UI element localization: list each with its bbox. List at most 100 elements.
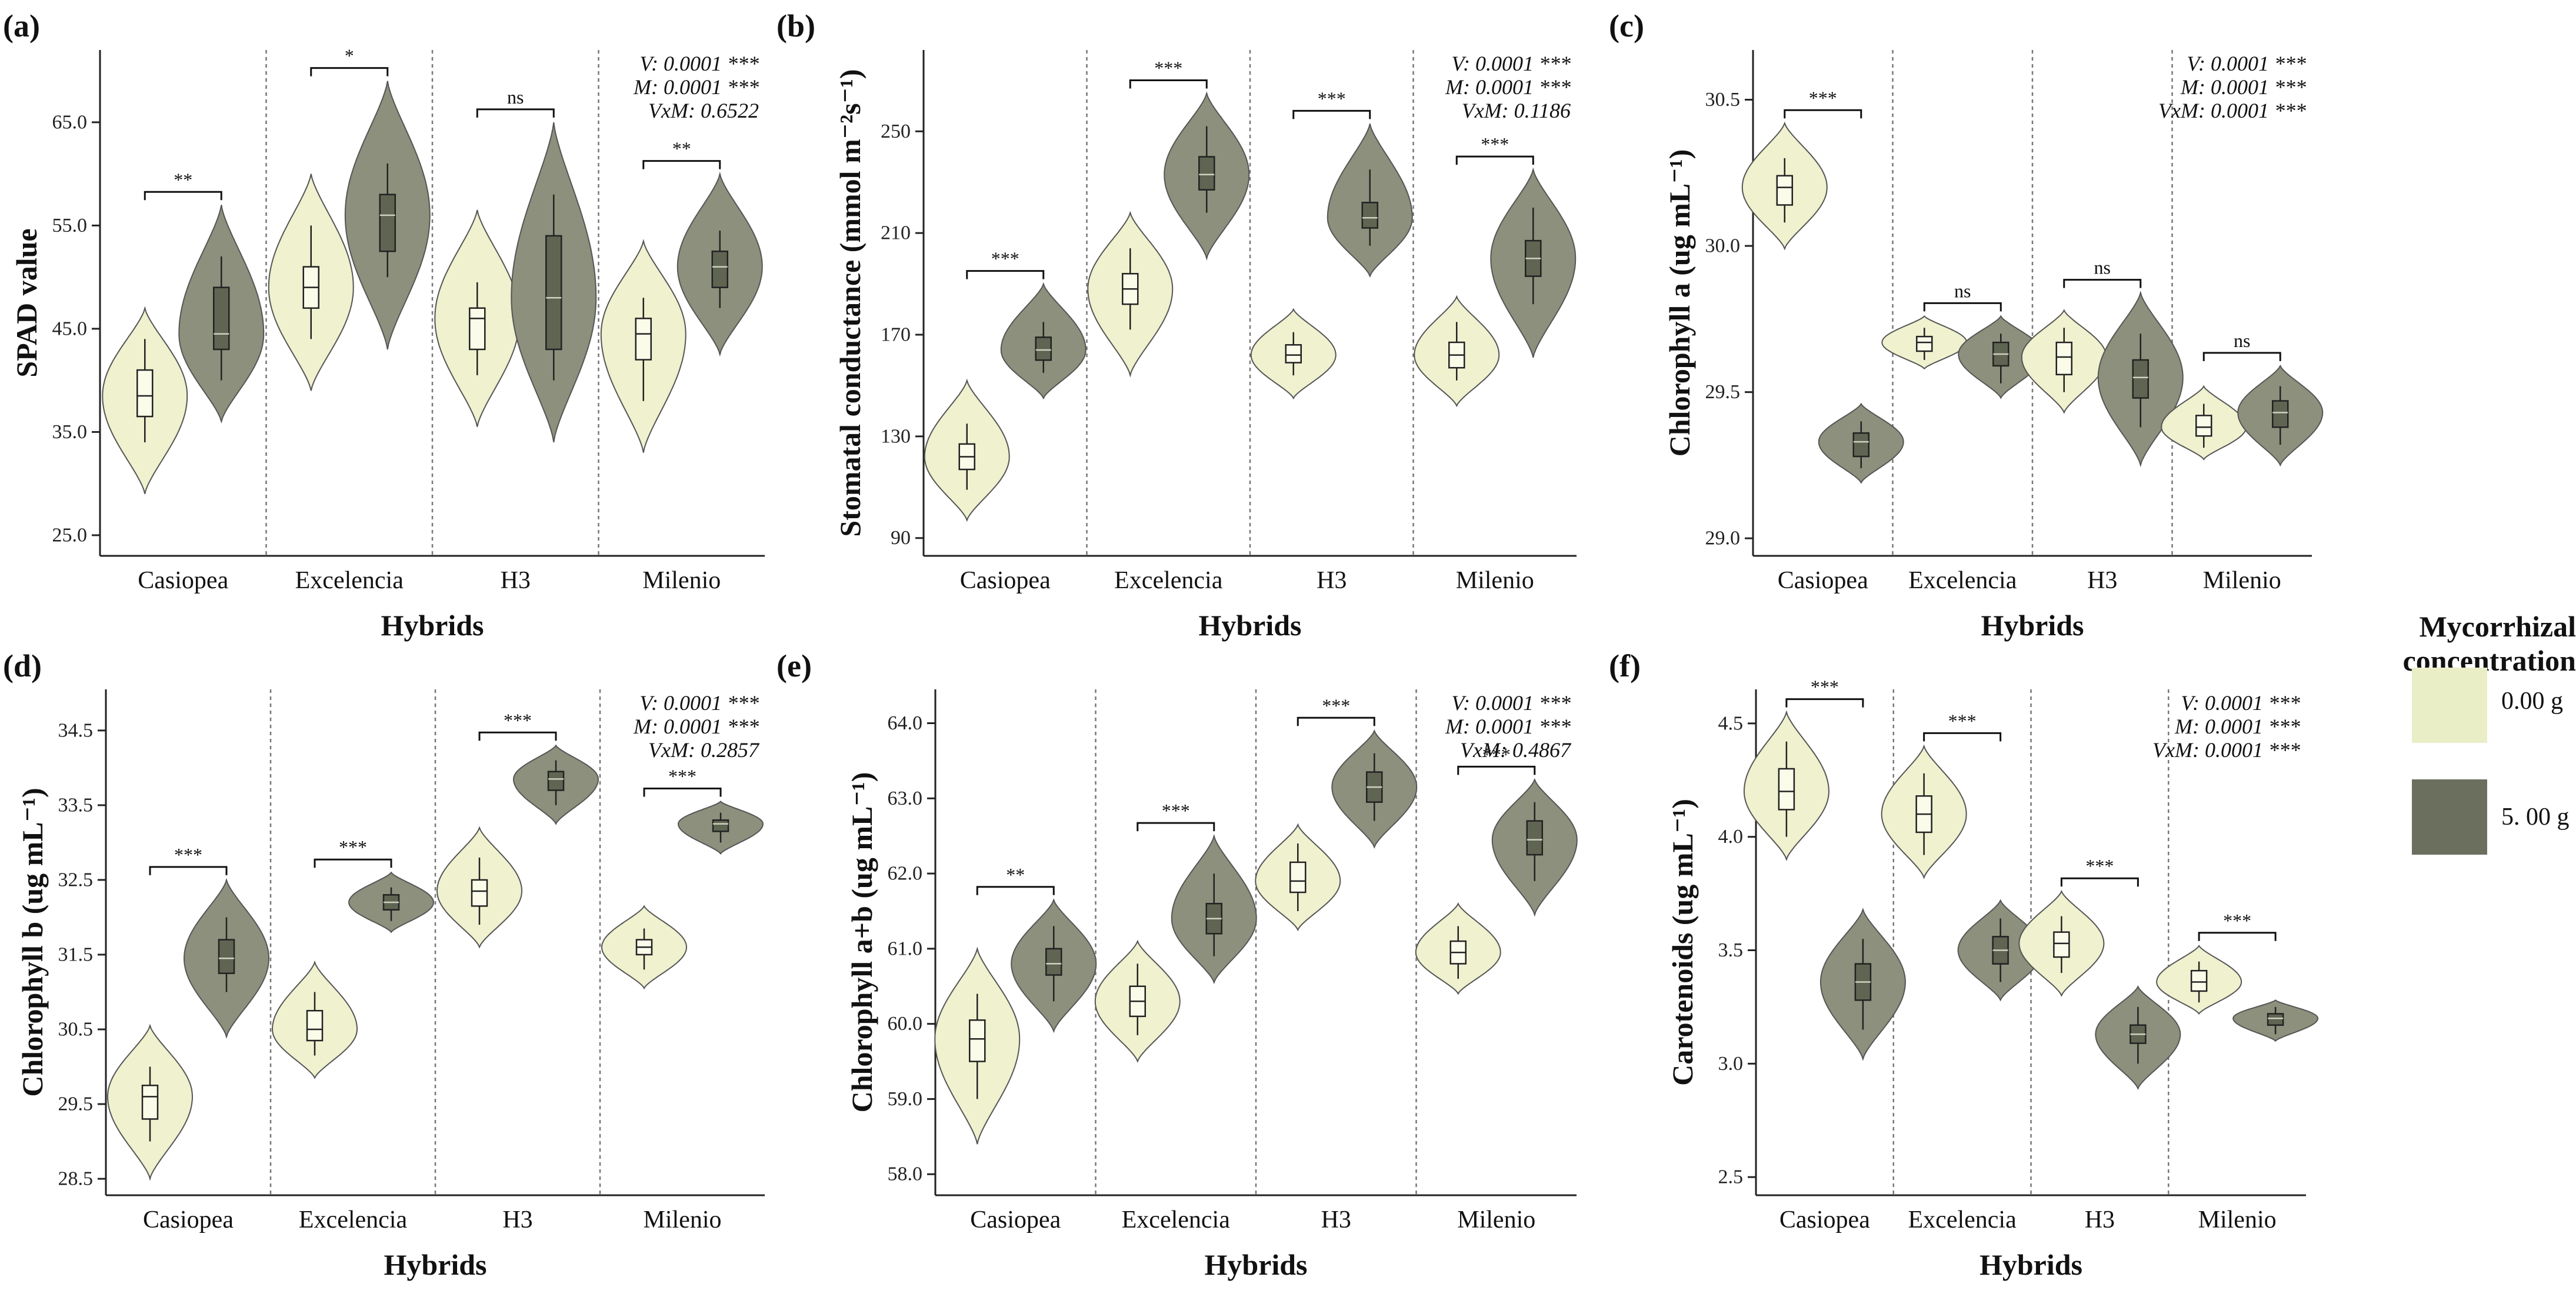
stat-line: V: 0.0001 *** — [1451, 52, 1571, 75]
y-tick-label: 90 — [891, 527, 911, 549]
box-control — [635, 318, 652, 361]
significance-label: *** — [504, 709, 532, 731]
significance-bracket — [1137, 822, 1215, 832]
box-treatment — [547, 771, 565, 791]
x-tick-label: Excelencia — [1908, 567, 2017, 594]
group-excelencia: Excelencia *** — [271, 836, 435, 1233]
y-tick-label: 29.5 — [58, 1093, 94, 1115]
y-tick-label: 62.0 — [888, 863, 923, 885]
box-control — [141, 1085, 159, 1120]
y-tick-label: 32.5 — [58, 869, 94, 891]
x-tick-label: H3 — [1317, 567, 1347, 594]
stat-line: VxM: 0.1186 — [1462, 99, 1571, 122]
group-milenio: Milenio *** — [1415, 743, 1578, 1233]
y-tick-label: 45.0 — [52, 318, 88, 339]
y-tick-label: 3.0 — [1718, 1053, 1744, 1075]
stat-line: VxM: 0.0001 *** — [2152, 738, 2300, 762]
y-axis-label: Chlorophyll b (ug mL⁻¹) — [16, 788, 49, 1096]
group-h3: H3 ns — [2021, 257, 2184, 594]
y-tick-label: 33.5 — [58, 794, 94, 816]
significance-label: *** — [1482, 743, 1511, 765]
x-axis-label: Hybrids — [1198, 609, 1301, 642]
group-h3: H3 *** — [2018, 855, 2181, 1233]
group-h3: H3 ns — [434, 86, 597, 594]
box-control — [2055, 341, 2072, 376]
significance-bracket — [1923, 732, 2002, 742]
x-tick-label: Excelencia — [1122, 1206, 1231, 1233]
x-tick-label: Casiopea — [960, 567, 1051, 594]
group-h3: H3 *** — [1255, 695, 1418, 1233]
x-tick-label: Casiopea — [1778, 567, 1868, 594]
group-casiopea: Casiopea *** — [924, 248, 1087, 594]
legend-swatch-control — [2412, 668, 2487, 743]
group-h3: H3 *** — [1250, 88, 1413, 594]
group-casiopea: Casiopea ** — [102, 169, 265, 594]
significance-label: ** — [174, 169, 192, 190]
significance-bracket — [1129, 79, 1208, 89]
box-treatment — [2267, 1013, 2284, 1026]
stat-line: M: 0.0001 *** — [633, 75, 759, 99]
y-tick-label: 25.0 — [52, 524, 88, 546]
significance-bracket — [314, 858, 392, 868]
significance-label: ns — [2234, 330, 2250, 351]
legend-label-control: 0.00 g — [2501, 688, 2563, 715]
group-milenio: Milenio *** — [601, 766, 764, 1233]
group-milenio: Milenio *** — [2156, 910, 2319, 1233]
y-tick-label: 30.5 — [58, 1018, 94, 1040]
significance-bracket — [2060, 877, 2139, 887]
x-tick-label: Milenio — [2198, 1206, 2277, 1233]
significance-bracket — [2202, 352, 2281, 361]
x-tick-label: Milenio — [644, 1206, 722, 1233]
panel-f: (f) 2.5 3.0 3.5 4.0 4.5 Carotenoids (ug mL⁻¹) H… — [1609, 648, 2319, 1281]
box-treatment — [1045, 948, 1062, 976]
panel-label: (e) — [777, 648, 812, 683]
stat-line: V: 0.0001 *** — [2181, 691, 2300, 715]
legend-title-line1: Mycorrhizal — [2419, 610, 2576, 643]
group-excelencia: Excelencia * — [268, 45, 431, 594]
group-excelencia: Excelencia *** — [1087, 57, 1250, 594]
x-axis-label: Hybrids — [1204, 1248, 1307, 1281]
box-treatment — [213, 286, 230, 351]
x-tick-label: H3 — [501, 567, 531, 594]
significance-bracket — [1923, 302, 2002, 312]
significance-label: *** — [991, 248, 1019, 269]
significance-label: *** — [1809, 87, 1837, 108]
y-tick-label: 34.5 — [58, 719, 94, 741]
group-casiopea: Casiopea *** — [106, 844, 270, 1233]
significance-bracket — [1455, 155, 1534, 165]
box-treatment — [1035, 336, 1052, 361]
significance-label: *** — [339, 836, 367, 858]
panel-label: (a) — [3, 8, 40, 44]
group-casiopea: Casiopea *** — [1741, 87, 1904, 594]
stat-line: M: 0.0001 *** — [1445, 75, 1571, 99]
y-tick-label: 2.5 — [1718, 1166, 1744, 1188]
significance-bracket — [1457, 765, 1536, 775]
stat-line: M: 0.0001 *** — [2174, 715, 2300, 738]
significance-label: *** — [2085, 855, 2114, 876]
significance-label: ns — [1954, 280, 1971, 301]
significance-bracket — [976, 886, 1055, 895]
significance-bracket — [2063, 279, 2142, 288]
significance-bracket — [1292, 109, 1371, 119]
y-axis-label: Chlorophyll a+b (ug mL⁻¹) — [845, 772, 878, 1113]
y-tick-label: 210 — [881, 222, 911, 244]
group-milenio: Milenio *** — [1414, 134, 1577, 594]
y-tick-label: 28.5 — [58, 1168, 94, 1190]
panel-label: (c) — [1609, 8, 1644, 44]
significance-label: *** — [1948, 710, 1977, 731]
y-tick-label: 250 — [881, 121, 911, 142]
significance-bracket — [149, 866, 228, 875]
y-axis-label: Chlorophyll a (ug mL⁻¹) — [1663, 149, 1696, 457]
y-tick-label: 170 — [881, 324, 911, 346]
box-control — [471, 879, 488, 907]
box-treatment — [1526, 820, 1543, 856]
y-tick-label: 63.0 — [888, 788, 923, 809]
group-excelencia: Excelencia *** — [1881, 710, 2044, 1233]
panel-a: (a) 25.0 35.0 45.0 55.0 65.0 SPAD value Hybrids… — [3, 8, 765, 642]
y-tick-label: 59.0 — [888, 1088, 923, 1110]
significance-label: *** — [1322, 695, 1350, 716]
box-treatment — [218, 939, 235, 974]
y-tick-label: 30.0 — [1705, 235, 1741, 257]
significance-label: ns — [2094, 257, 2111, 278]
